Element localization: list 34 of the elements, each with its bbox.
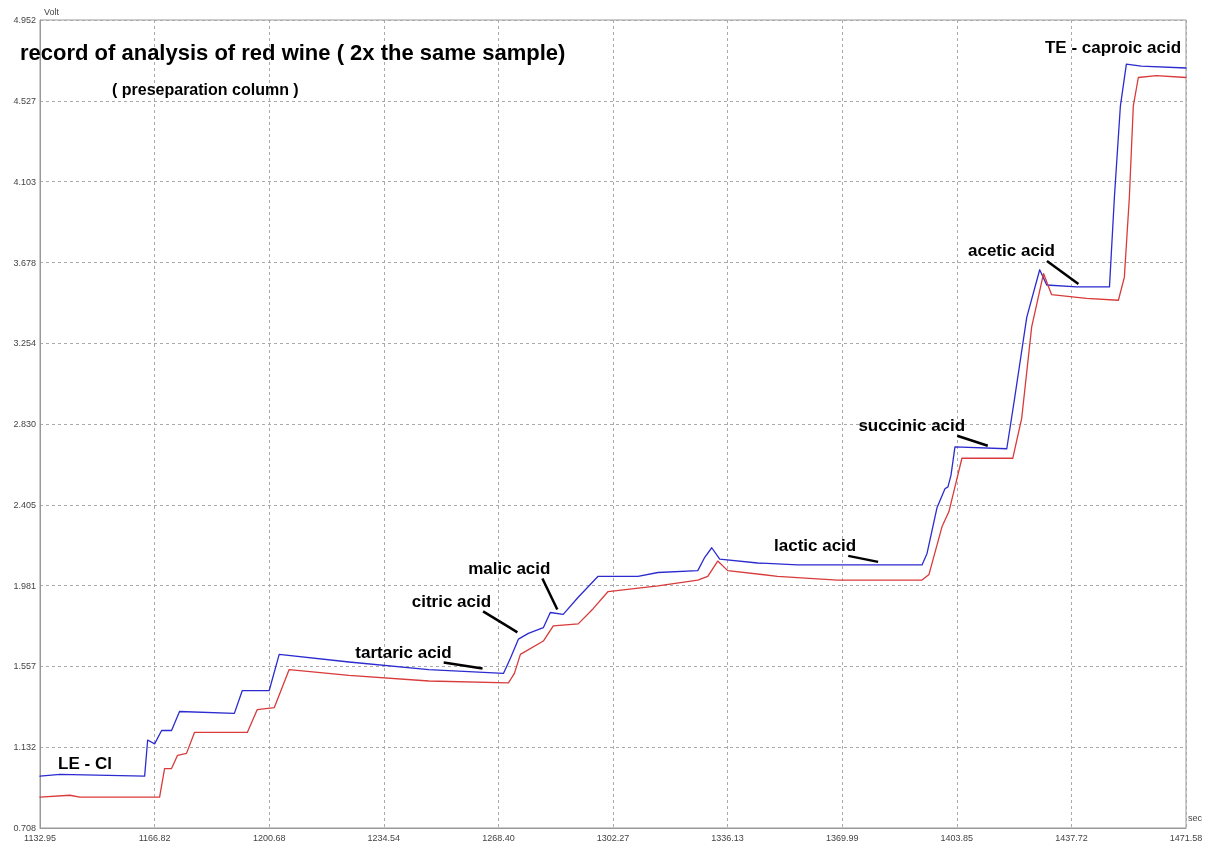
y-tick-label: 4.527 <box>13 95 36 106</box>
y-tick-label: 1.132 <box>13 742 36 753</box>
text: record of analysis of red wine ( 2x the same sample) <box>20 39 566 65</box>
x-tick-label: 1437.72 <box>1055 832 1088 843</box>
annotation: tartaric acid <box>355 643 452 662</box>
text: ( preseparation column ) <box>112 80 299 98</box>
y-tick-label: 2.830 <box>13 419 36 429</box>
annotation: acetic acid <box>967 241 1055 261</box>
annotation: succinic acid <box>858 416 966 436</box>
x-axis-title: sec <box>1188 812 1203 823</box>
annotation: LE - Cl <box>58 753 112 773</box>
x-tick-label: 1234.54 <box>367 832 401 843</box>
y-tick-label: 4.103 <box>13 176 36 187</box>
y-tick-label: 3.678 <box>13 257 36 268</box>
x-tick-label: 1302.27 <box>596 832 630 843</box>
y-tick-label: 1.981 <box>13 580 36 591</box>
annotation: TE - caproic acid <box>1044 37 1182 57</box>
y-tick-label: 3.254 <box>13 338 36 349</box>
x-tick-label: 1471.58 <box>1169 832 1203 843</box>
x-tick-label: 1268.40 <box>482 832 515 843</box>
x-tick-label: 1132.95 <box>24 832 56 843</box>
annotation: lactic acid <box>774 536 857 556</box>
x-tick-label: 1369.99 <box>825 832 859 843</box>
x-tick-label: 1200.68 <box>252 832 286 843</box>
y-tick-label: 4.952 <box>13 15 36 25</box>
annotation: citric acid <box>411 591 492 611</box>
annotation: malic acid <box>468 558 551 578</box>
y-tick-label: 1.557 <box>13 661 36 672</box>
y-tick-label: 2.405 <box>13 499 36 510</box>
y-tick-label: 0.708 <box>13 823 36 833</box>
y-axis-title: Volt <box>44 6 60 17</box>
x-tick-label: 1403.85 <box>940 832 974 843</box>
x-tick-label: 1166.82 <box>138 832 171 843</box>
x-tick-label: 1336.13 <box>711 832 744 843</box>
